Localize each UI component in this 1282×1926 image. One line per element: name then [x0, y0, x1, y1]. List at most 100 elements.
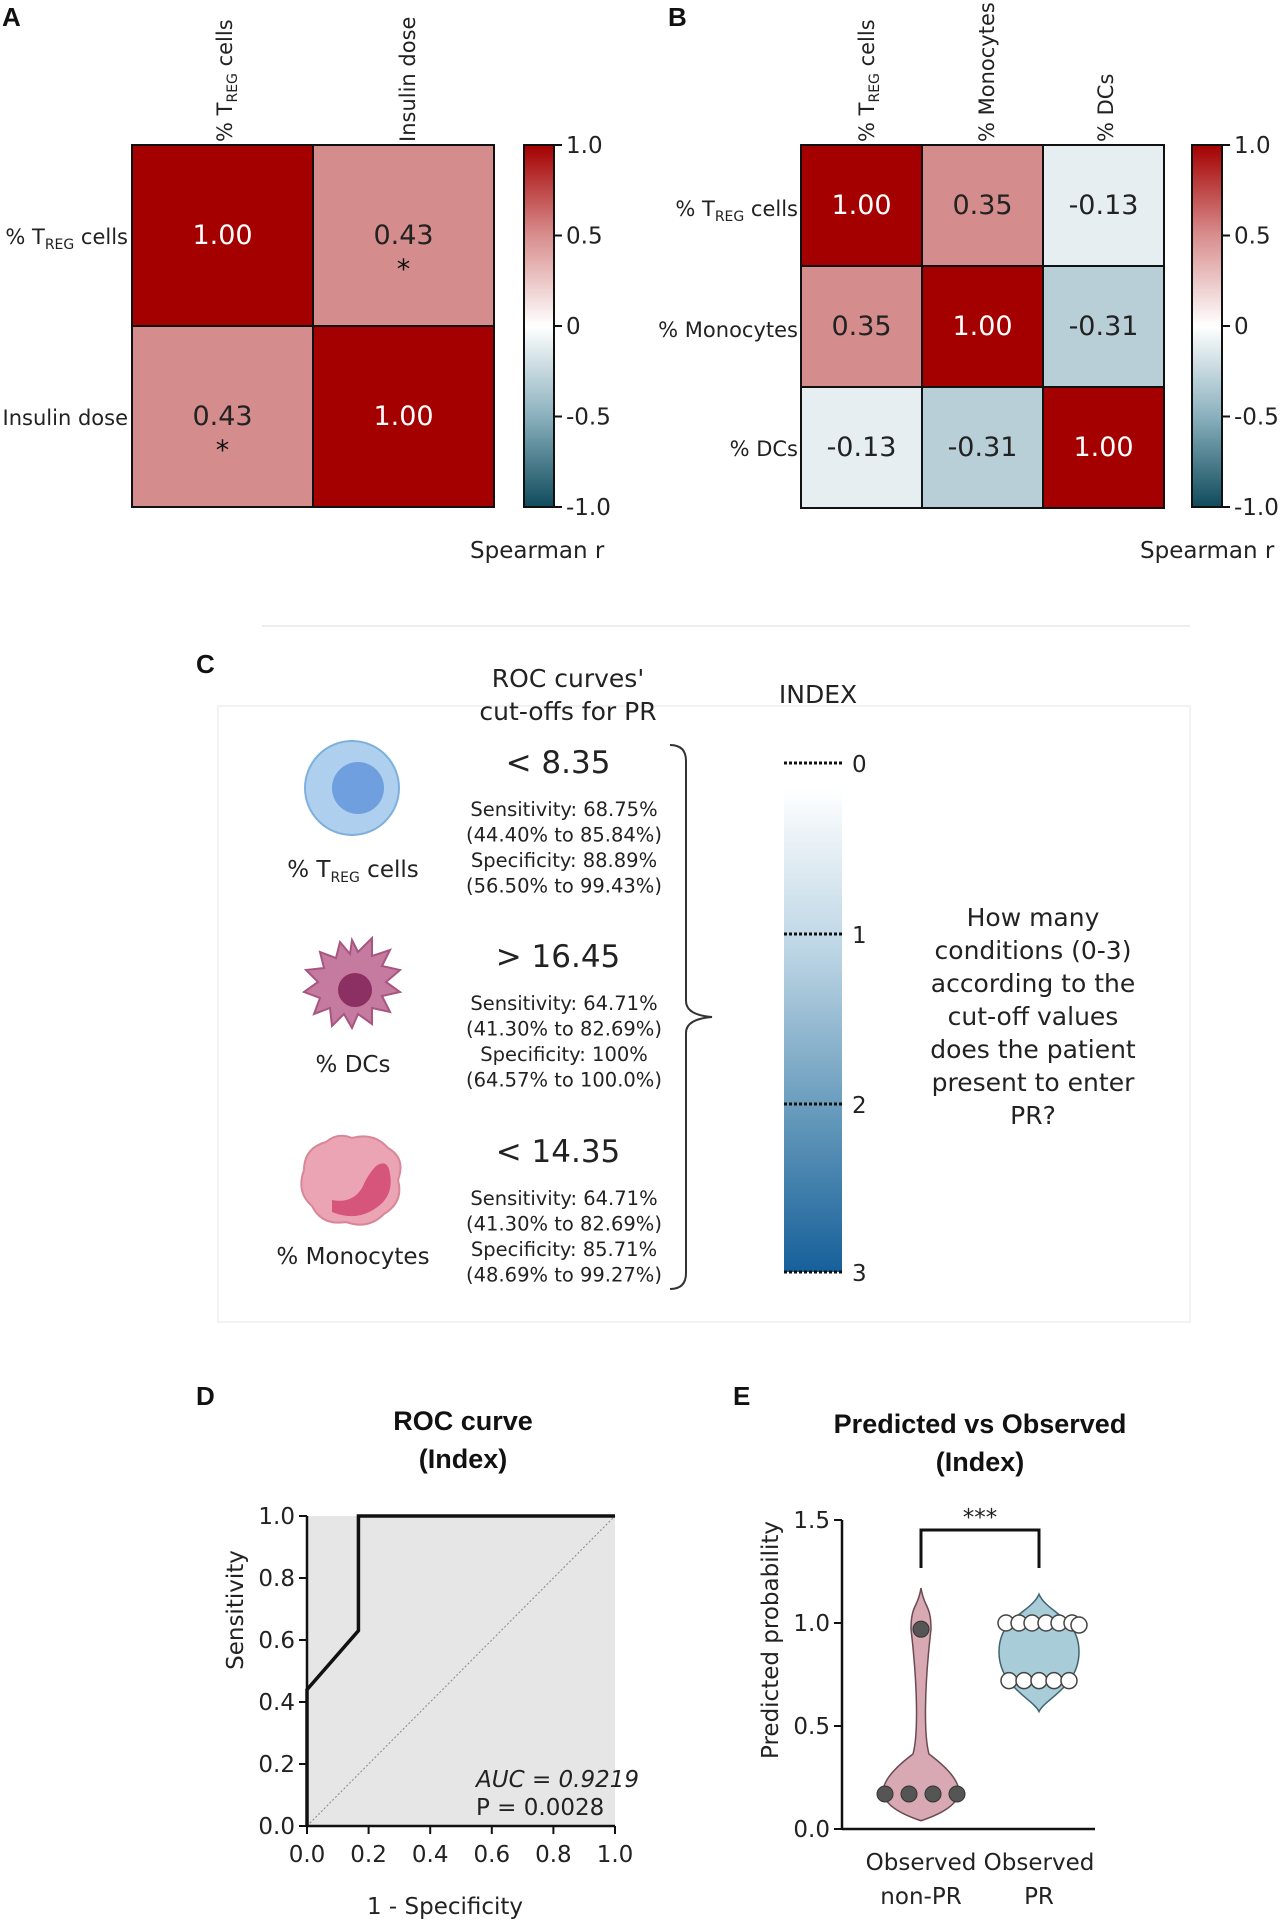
roc-p-annotation: P = 0.0028 — [476, 1795, 604, 1821]
heatmap-a-row-label: Insulin dose — [3, 406, 128, 430]
data-point-pr — [1070, 1616, 1088, 1634]
colorbar-b-label: Spearman r — [1140, 538, 1275, 564]
cutoff-stat-line: Sensitivity: 68.75% — [470, 798, 657, 821]
panel-label-c: C — [196, 649, 215, 679]
roc-y-tick-label: 0.8 — [258, 1566, 295, 1592]
heatmap-a-col-label: Insulin dose — [396, 17, 420, 142]
panel-label-e: E — [733, 1381, 750, 1411]
roc-chart: ROC curve (Index) 0.0 0.2 0.4 0.6 0.8 1.0 0.0 0… — [223, 1406, 639, 1920]
heatmap-b-cell-value: -0.31 — [1069, 311, 1139, 342]
grouping-brace — [669, 744, 713, 1290]
index-question-line: PR? — [1010, 1101, 1056, 1130]
heatmap-b-cell — [921, 144, 1044, 267]
index-question: How many conditions (0-3) according to the… — [930, 903, 1136, 1130]
violin-y-axis-label: Predicted probability — [758, 1521, 784, 1759]
index-tick-label: 1 — [852, 923, 867, 949]
data-point-pr — [1045, 1671, 1063, 1690]
colorbar-tick-label: 0.5 — [566, 224, 603, 250]
significance-stars: *** — [963, 1505, 998, 1531]
heatmap-b-cell-value: 1.00 — [1073, 432, 1133, 463]
colorbar-tick-label: 1.0 — [566, 133, 603, 159]
roc-x-tick-label: 0.6 — [474, 1842, 511, 1868]
cutoff-stat-line: Specificity: 85.71% — [471, 1238, 657, 1261]
panel-label-d: D — [196, 1381, 215, 1411]
data-point-pr — [1015, 1671, 1033, 1690]
heatmap-a-row-label: % TREG cells — [5, 225, 128, 253]
heatmap-b-cell-value: -0.13 — [827, 432, 897, 463]
colorbar-tick-label: 0 — [566, 314, 581, 340]
roc-x-tick-label: 0.0 — [289, 1842, 326, 1868]
index-question-line: cut-off values — [948, 1002, 1119, 1031]
violin-y-tick-label: 0.5 — [793, 1714, 830, 1740]
heatmap-b-cell-value: 1.00 — [831, 190, 891, 221]
roc-x-tick-label: 0.4 — [412, 1842, 449, 1868]
panel-c-infographic: ROC curves' cut-offs for PR % TREG cells… — [217, 625, 1191, 1323]
roc-y-tick-label: 0.4 — [258, 1690, 295, 1716]
colorbar-tick-label: 1.0 — [1234, 133, 1271, 159]
cutoff-stat-line: (48.69% to 99.27%) — [466, 1264, 662, 1287]
cutoff-stat-line: Sensitivity: 64.71% — [470, 992, 657, 1015]
colorbar-b — [1191, 144, 1223, 508]
data-point-nonpr — [876, 1785, 894, 1803]
heatmap-a-cell-value: 0.43 — [373, 220, 433, 251]
roc-y-axis-label: Sensitivity — [223, 1550, 249, 1670]
treg-label: % TREG cells — [287, 857, 419, 886]
roc-reference-line — [306, 1515, 616, 1827]
index-question-line: present to enter — [932, 1068, 1135, 1097]
heatmap-a: 1.00 0.43*0.43*1.00 % TREG cells Insulin … — [3, 17, 611, 564]
data-point-nonpr — [912, 1620, 930, 1638]
cutoff-value: < 14.35 — [496, 1134, 621, 1170]
roc-y-tick-label: 1.0 — [258, 1504, 295, 1530]
heatmap-a-cell — [131, 325, 314, 508]
colorbar-a — [523, 144, 555, 508]
heatmap-b-col-label: % TREG cells — [855, 19, 883, 142]
panel-label-b: B — [668, 2, 687, 32]
index-question-line: according to the — [931, 969, 1136, 998]
data-point-pr — [1060, 1671, 1078, 1690]
heatmap-b-cell-value: -0.13 — [1069, 190, 1139, 221]
cutoff-stat-line: (64.57% to 100.0%) — [466, 1069, 662, 1092]
cutoff-value: > 16.45 — [496, 939, 621, 975]
category-label-nonpr-line2: non-PR — [880, 1884, 961, 1910]
significance-bracket — [919, 1528, 1041, 1568]
violin-subtitle: (Index) — [936, 1447, 1025, 1477]
data-point-nonpr — [900, 1785, 918, 1803]
roc-y-tick-label: 0.0 — [258, 1814, 295, 1840]
cutoff-header-line1: ROC curves' — [492, 664, 644, 693]
cutoff-stat-line: Specificity: 100% — [480, 1043, 648, 1066]
monocyte-icon — [300, 1134, 402, 1226]
violin-pr — [998, 1592, 1080, 1714]
heatmap-b-col-label: % DCs — [1094, 74, 1118, 142]
treg-cell-icon — [304, 740, 400, 836]
heatmap-a-significance-star: * — [397, 254, 411, 285]
colorbar-tick-label: 0 — [1234, 314, 1249, 340]
heatmap-a-col-label: % TREG cells — [213, 19, 241, 142]
category-label-pr-line1: Observed — [984, 1850, 1095, 1876]
cutoff-stat-line: Sensitivity: 64.71% — [470, 1187, 657, 1210]
colorbar-tick-label: 0.5 — [1234, 224, 1271, 250]
dc-label: % DCs — [316, 1052, 391, 1078]
roc-x-axis-label: 1 - Specificity — [367, 1894, 523, 1920]
roc-x-tick-label: 1.0 — [597, 1842, 634, 1868]
violin-nonpr — [882, 1587, 960, 1822]
violin-y-tick-label: 1.0 — [793, 1611, 830, 1637]
data-point-pr — [1000, 1671, 1018, 1690]
heatmap-a-cell-value: 1.00 — [373, 401, 433, 432]
cutoff-value: < 8.35 — [506, 745, 611, 781]
cutoff-stat-line: (41.30% to 82.69%) — [466, 1018, 662, 1041]
index-question-line: conditions (0-3) — [935, 936, 1132, 965]
cutoff-stat-line: (56.50% to 99.43%) — [466, 875, 662, 898]
colorbar-a-label: Spearman r — [470, 538, 605, 564]
data-point-pr — [1030, 1671, 1048, 1690]
heatmap-a-cell-value: 1.00 — [192, 220, 252, 251]
roc-subtitle: (Index) — [419, 1444, 508, 1474]
data-point-nonpr — [924, 1785, 942, 1803]
data-point-nonpr — [948, 1785, 966, 1803]
heatmap-b-col-label: % Monocytes — [975, 2, 999, 142]
index-title: INDEX — [779, 680, 857, 709]
heatmap-b-cell-value: 0.35 — [831, 311, 891, 342]
heatmap-a-cell — [312, 144, 495, 327]
heatmap-b-row-label: % TREG cells — [675, 197, 798, 225]
index-tick-label: 0 — [852, 752, 867, 778]
heatmap-b-cell — [921, 265, 1044, 388]
